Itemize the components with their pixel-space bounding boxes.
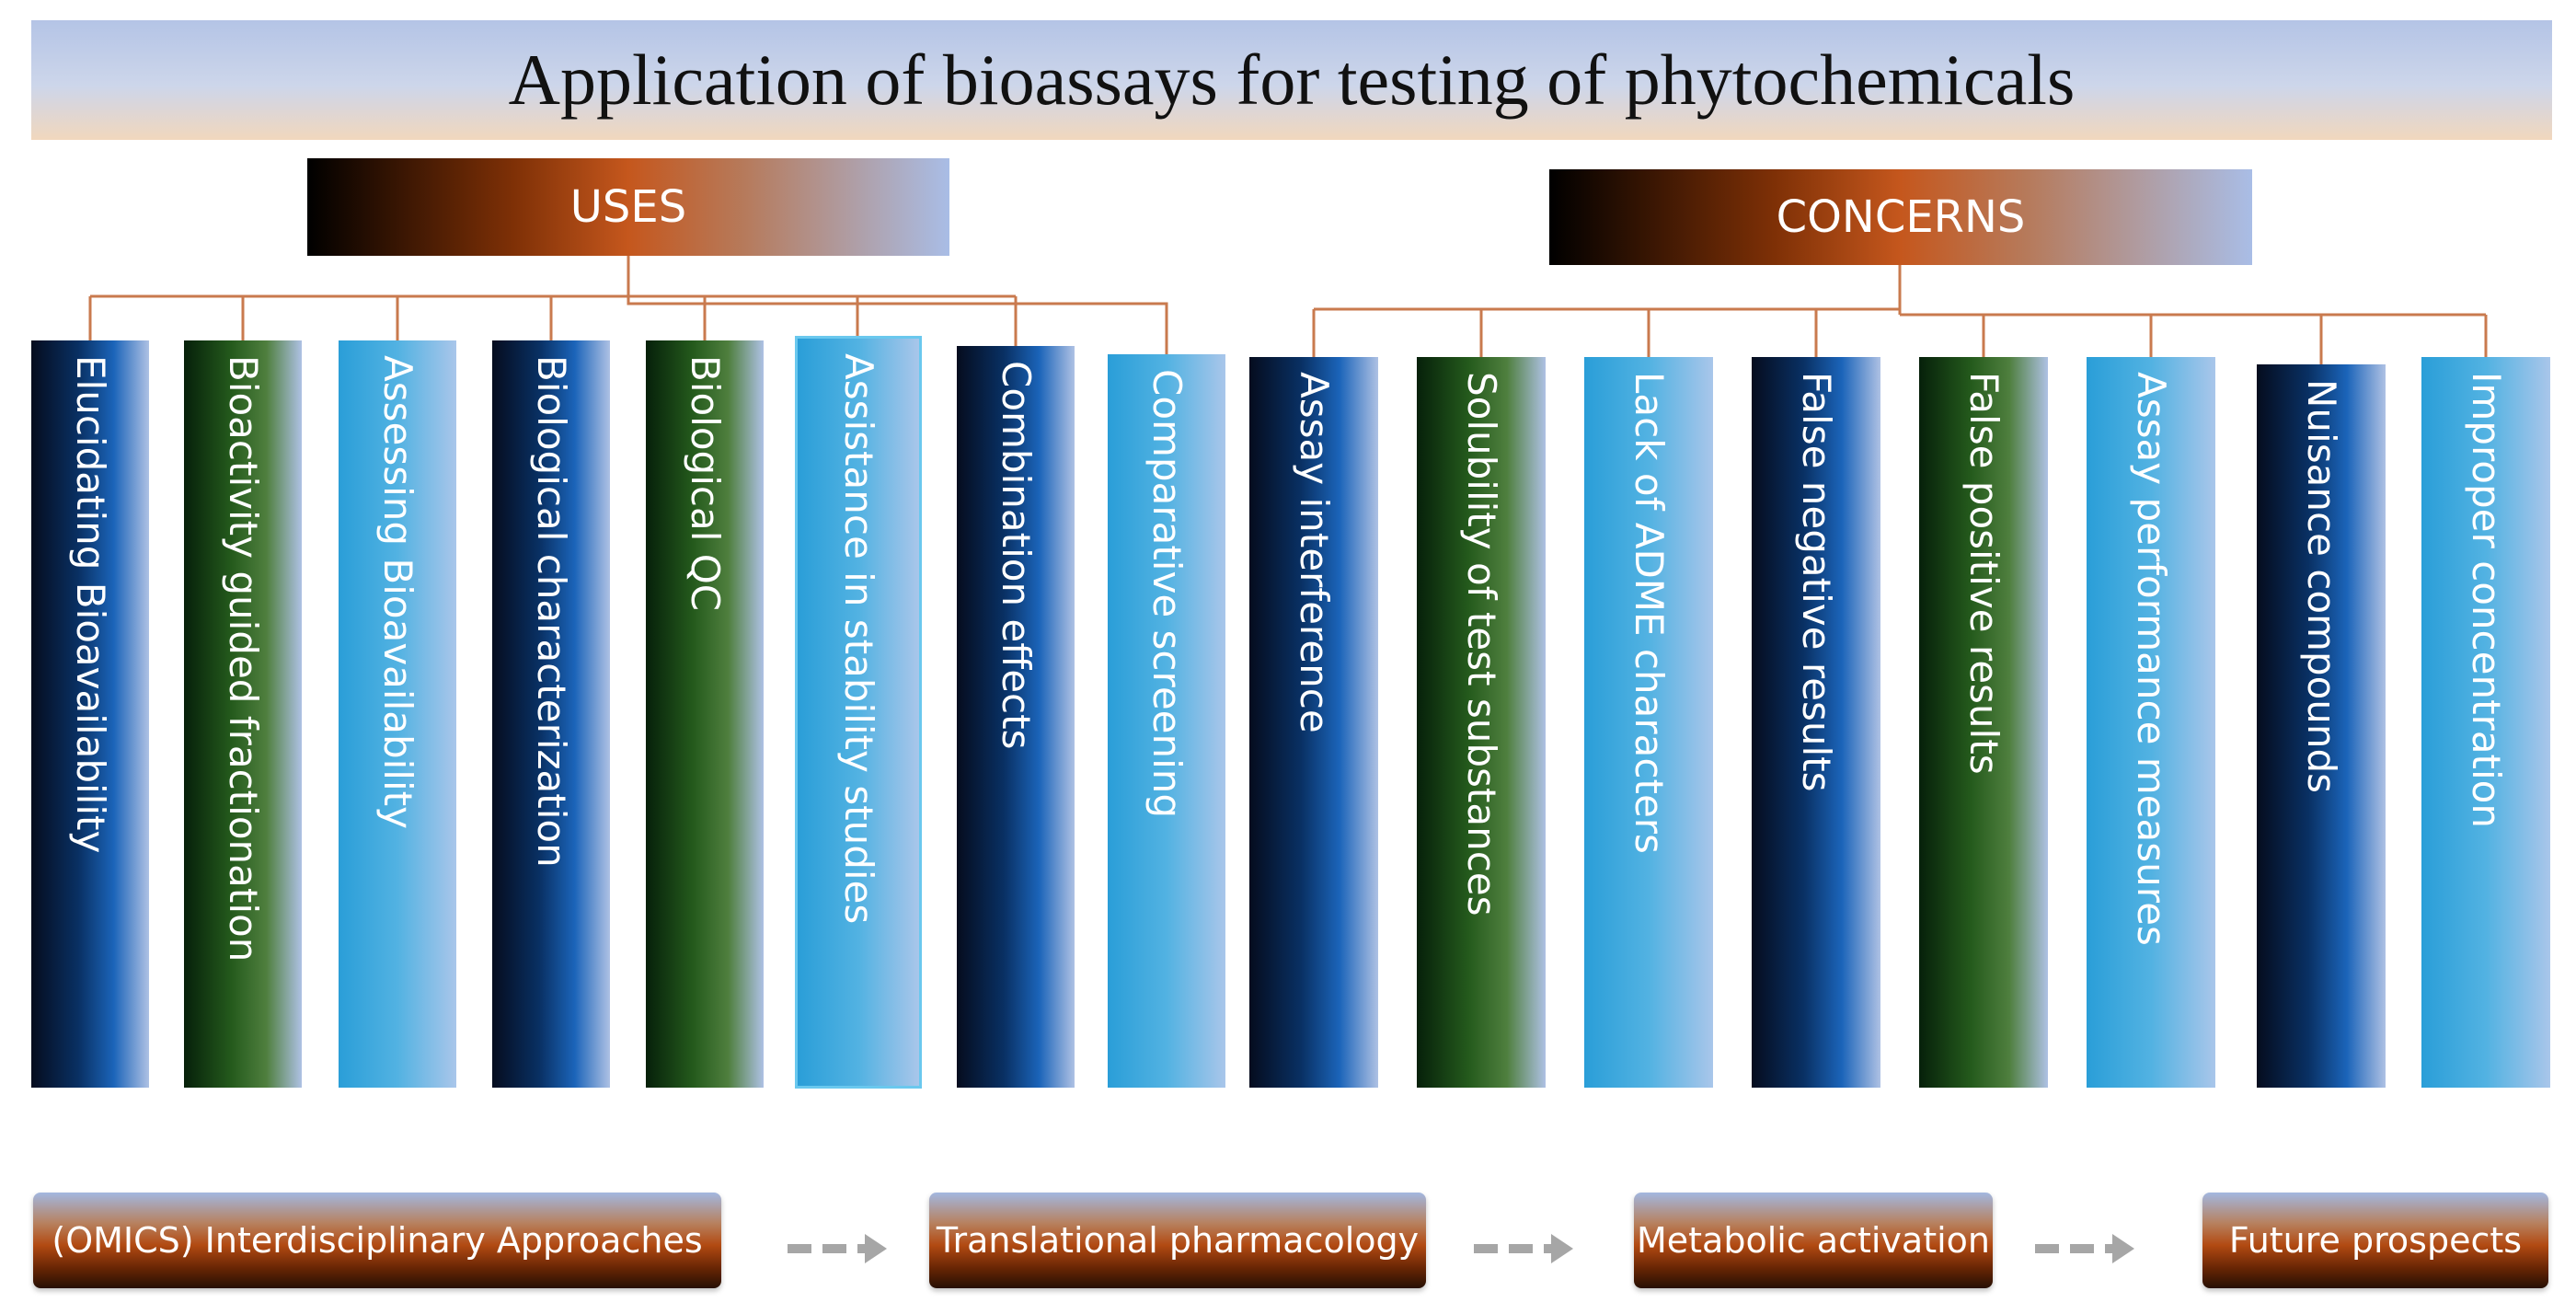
concerns-column-5: False positive results — [1919, 357, 2048, 1088]
uses-column-label: Assessing Bioavailability — [375, 355, 420, 829]
future-box-2: Translational pharmacology — [929, 1193, 1426, 1288]
uses-column-label: Bioactivity guided fractionation — [221, 355, 266, 962]
uses-column-2: Bioactivity guided fractionation — [184, 340, 302, 1088]
uses-column-label: Comparative screening — [1144, 369, 1190, 819]
concerns-column-label: False negative results — [1794, 372, 1839, 792]
dashed-arrow-icon — [788, 1234, 887, 1263]
concerns-column-label: Solubility of test substances — [1459, 372, 1504, 916]
uses-column-5: Biological QC — [646, 340, 764, 1088]
uses-column-8: Comparative screening — [1108, 354, 1225, 1088]
dashed-arrow-icon — [2035, 1234, 2134, 1263]
concerns-column-1: Assay interference — [1249, 357, 1378, 1088]
concerns-header-label: CONCERNS — [1776, 191, 2026, 243]
future-box-3: Metabolic activation — [1634, 1193, 1993, 1288]
uses-column-label: Biological QC — [683, 355, 728, 612]
uses-column-3: Assessing Bioavailability — [339, 340, 456, 1088]
concerns-column-2: Solubility of test substances — [1417, 357, 1546, 1088]
diagram-title: Application of bioassays for testing of … — [508, 40, 2076, 120]
uses-column-6: Assistance in stability studies — [795, 336, 922, 1089]
future-box-label: Future prospects — [2228, 1220, 2523, 1261]
concerns-column-8: Improper concentration — [2421, 357, 2550, 1088]
concerns-column-label: Improper concentration — [2464, 372, 2509, 829]
dashed-arrow-icon — [1474, 1234, 1573, 1263]
concerns-column-label: Lack of ADME characters — [1627, 372, 1672, 854]
uses-column-4: Biological characterization — [492, 340, 610, 1088]
future-box-1: (OMICS) Interdisciplinary Approaches — [33, 1193, 721, 1288]
uses-column-7: Combination effects — [957, 346, 1075, 1088]
future-box-label: (OMICS) Interdisciplinary Approaches — [52, 1220, 703, 1261]
uses-column-label: Assistance in stability studies — [836, 353, 881, 925]
concerns-column-label: False positive results — [1961, 372, 2007, 775]
concerns-column-6: Assay performance measures — [2087, 357, 2215, 1088]
concerns-column-4: False negative results — [1752, 357, 1880, 1088]
uses-column-1: Elucidating Bioavailability — [31, 340, 149, 1088]
uses-header: USES — [307, 158, 949, 256]
uses-column-label: Combination effects — [994, 361, 1039, 750]
concerns-column-3: Lack of ADME characters — [1584, 357, 1713, 1088]
future-box-4: Future prospects — [2202, 1193, 2548, 1288]
concerns-column-label: Assay performance measures — [2129, 372, 2174, 946]
uses-column-label: Elucidating Bioavailability — [68, 355, 113, 854]
concerns-column-label: Assay interference — [1292, 372, 1337, 733]
concerns-column-7: Nuisance compounds — [2257, 364, 2386, 1088]
uses-column-label: Biological characterization — [529, 355, 574, 868]
title-banner: Application of bioassays for testing of … — [31, 20, 2552, 140]
concerns-header: CONCERNS — [1549, 169, 2252, 265]
future-box-label: Translational pharmacology — [936, 1220, 1420, 1261]
future-box-label: Metabolic activation — [1636, 1220, 1990, 1261]
concerns-column-label: Nuisance compounds — [2299, 379, 2344, 794]
uses-header-label: USES — [569, 181, 687, 233]
